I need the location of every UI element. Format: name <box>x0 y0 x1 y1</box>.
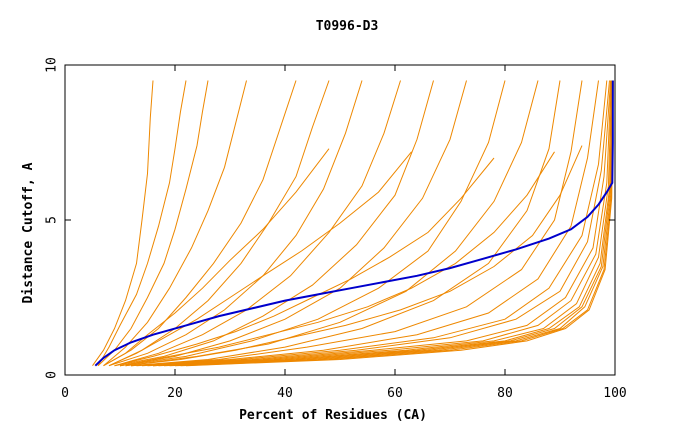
series-line-27 <box>119 151 555 367</box>
series-line-4 <box>103 80 247 367</box>
highlight-layer <box>94 80 614 367</box>
series-line-11 <box>119 80 506 367</box>
y-tick-label: 5 <box>45 216 60 224</box>
chart-title: T0996-D3 <box>316 19 379 34</box>
series-line-30 <box>103 148 330 367</box>
series-line-5 <box>103 80 297 367</box>
x-tick-label: 100 <box>603 386 626 401</box>
plot-area: 0 20 40 60 80 100 0 5 10 <box>45 57 627 401</box>
series-line-10 <box>119 80 467 367</box>
series-line-22 <box>169 80 613 367</box>
series-line-14 <box>130 80 583 367</box>
series-line-15 <box>136 80 599 367</box>
ticks-layer: 0 20 40 60 80 100 0 5 10 <box>45 57 627 401</box>
series-line-8 <box>114 80 401 367</box>
series-line-3 <box>97 80 209 367</box>
series-line-21 <box>163 80 613 367</box>
series-line-24 <box>180 80 614 367</box>
series-line-29 <box>108 151 412 367</box>
y-tick-label: 0 <box>45 371 60 379</box>
series-line-13 <box>130 80 561 367</box>
x-tick-label: 60 <box>387 386 403 401</box>
series-line-2 <box>97 80 187 366</box>
series-line-17 <box>147 80 610 367</box>
series-line-25 <box>185 80 614 367</box>
series-line-26 <box>114 157 495 367</box>
x-axis-label: Percent of Residues (CA) <box>239 408 427 423</box>
x-tick-label: 40 <box>277 386 293 401</box>
series-line-1 <box>92 80 154 366</box>
series-line-20 <box>158 80 613 367</box>
y-tick-label: 10 <box>45 57 60 73</box>
x-tick-label: 20 <box>167 386 183 401</box>
series-layer <box>92 80 614 367</box>
highlight-series-line <box>94 80 614 367</box>
series-line-28 <box>125 145 583 367</box>
x-tick-label: 80 <box>497 386 513 401</box>
x-tick-label: 0 <box>61 386 69 401</box>
series-line-19 <box>152 80 612 367</box>
series-line-6 <box>108 80 330 367</box>
series-line-9 <box>114 80 434 367</box>
y-axis-label: Distance Cutoff, A <box>21 162 36 303</box>
series-line-23 <box>174 80 614 367</box>
series-line-16 <box>141 80 608 367</box>
